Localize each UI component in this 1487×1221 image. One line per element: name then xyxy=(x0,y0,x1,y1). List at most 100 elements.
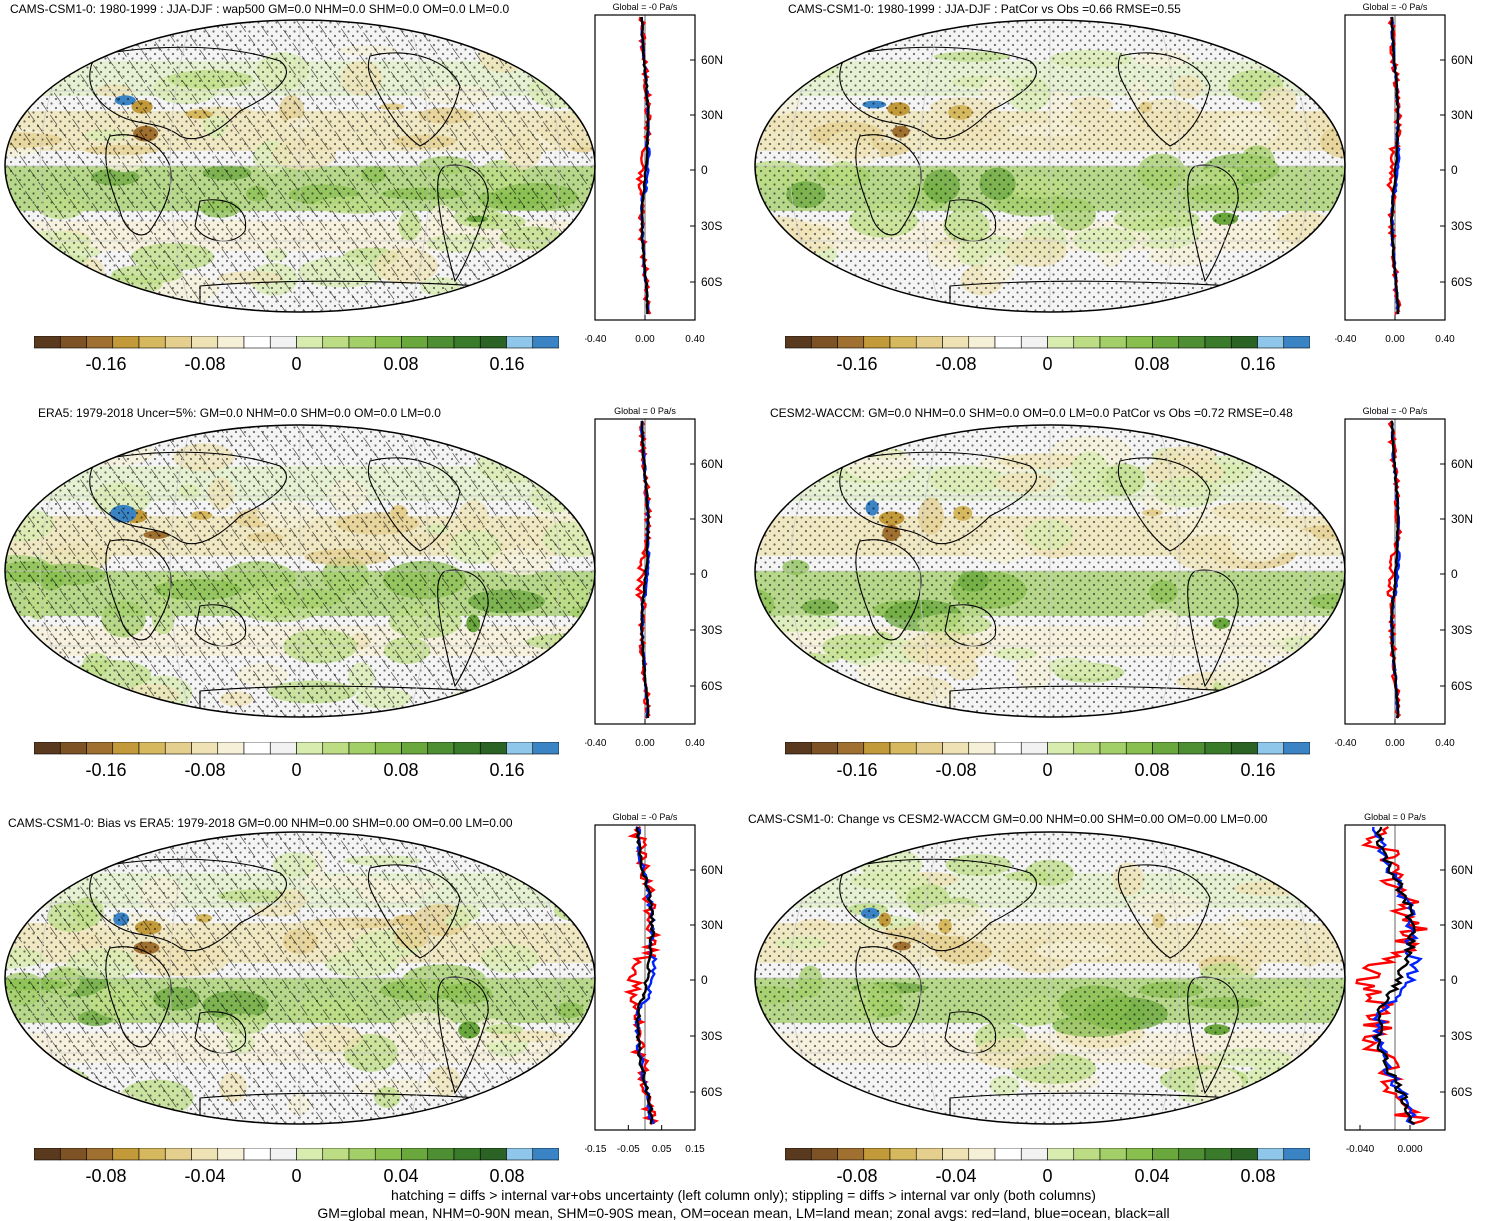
colorbar-tick-label: 0 xyxy=(291,1166,301,1186)
zonal-all-curve xyxy=(1390,16,1400,315)
zonal-ocean-curve xyxy=(1371,826,1423,1126)
zonal-all-curve xyxy=(640,420,650,719)
colorbar-swatch xyxy=(34,742,61,755)
colorbar-swatch xyxy=(1230,1148,1258,1161)
panel-title: CESM2-WACCM: GM=0.0 NHM=0.0 SHM=0.0 OM=0… xyxy=(770,406,1293,420)
zonal-global-label: Global = 0 Pa/s xyxy=(614,406,676,416)
colorbar-swatch xyxy=(863,1148,891,1161)
colorbar-swatch xyxy=(217,336,245,349)
colorbar-swatch xyxy=(296,742,324,755)
colorbar-swatch xyxy=(1230,336,1258,349)
panel-title: ERA5: 1979-2018 Uncer=5%: GM=0.0 NHM=0.0… xyxy=(38,406,441,420)
field-blob xyxy=(755,872,798,905)
colorbar-swatch xyxy=(1178,336,1206,349)
field-blob xyxy=(775,681,835,714)
zonal-xtick-label: -0.05 xyxy=(617,1144,640,1155)
colorbar-swatch xyxy=(34,336,61,349)
colorbar-swatch xyxy=(322,1148,350,1161)
zonal-ytick-label: 0 xyxy=(701,163,708,177)
colorbar-swatch xyxy=(348,742,376,755)
zonal-xtick-label: 0.00 xyxy=(635,334,655,345)
zonal-ytick-label: 60N xyxy=(1451,457,1473,471)
field-blob xyxy=(767,1066,822,1094)
colorbar-swatch xyxy=(863,742,891,755)
colorbar-swatch xyxy=(1099,1148,1127,1161)
colorbar-tick-label: 0.08 xyxy=(1134,760,1169,780)
colorbar-swatch xyxy=(1020,336,1048,349)
colorbar-swatch xyxy=(59,336,87,349)
map-field xyxy=(5,425,595,717)
colorbar-swatch xyxy=(1152,336,1180,349)
colorbar-swatch xyxy=(401,336,429,349)
colorbar-swatch xyxy=(810,336,838,349)
colorbar-swatch xyxy=(785,742,812,755)
colorbar-swatch xyxy=(401,1148,429,1161)
colorbar-swatch xyxy=(86,1148,114,1161)
zonal-land-curve xyxy=(1355,825,1431,1126)
colorbar-swatch xyxy=(374,336,402,349)
colorbar-swatch xyxy=(191,742,219,755)
zonal-xtick-label: -0.40 xyxy=(585,334,607,345)
field-blob xyxy=(56,671,77,695)
colorbar-swatch xyxy=(810,1148,838,1161)
colorbar-swatch xyxy=(1073,1148,1101,1161)
field-blob xyxy=(9,844,73,873)
colorbar-tick-label: -0.16 xyxy=(836,354,877,374)
colorbar-swatch xyxy=(1283,336,1310,349)
colorbar-swatch xyxy=(164,336,192,349)
zonal-xtick-label: 0.05 xyxy=(652,1144,672,1155)
zonal-mean-plot: Global = 0 Pa/s 60N 30N 0 30S 60S -0.040 0.000 xyxy=(1344,812,1473,1155)
colorbar-tick-label: -0.08 xyxy=(184,760,225,780)
colorbar-swatch xyxy=(164,742,192,755)
zonal-ytick-label: 0 xyxy=(1451,973,1458,987)
colorbar-swatch xyxy=(994,336,1022,349)
colorbar-tick-label: -0.16 xyxy=(85,354,126,374)
colorbar-swatch xyxy=(532,1148,559,1161)
colorbar-swatch xyxy=(1257,1148,1285,1161)
zonal-xtick-label: 0.40 xyxy=(685,738,705,749)
colorbar-swatch xyxy=(942,742,970,755)
colorbar-swatch xyxy=(1073,336,1101,349)
field-blob xyxy=(5,683,19,704)
field-blob xyxy=(5,225,31,254)
colorbar-swatch xyxy=(785,1148,812,1161)
zonal-ytick-label: 0 xyxy=(1451,567,1458,581)
zonal-xtick-label: -0.15 xyxy=(585,1144,607,1155)
colorbar-swatch xyxy=(1152,742,1180,755)
colorbar-swatch xyxy=(217,1148,245,1161)
zonal-all-curve xyxy=(1372,826,1417,1126)
colorbar-swatch xyxy=(532,336,559,349)
colorbar-swatch xyxy=(506,336,534,349)
colorbar-swatch xyxy=(112,742,140,755)
colorbar-swatch xyxy=(785,336,812,349)
colorbar-swatch xyxy=(453,336,481,349)
colorbar-swatch xyxy=(889,742,917,755)
colorbar-swatch xyxy=(1125,336,1153,349)
map-field xyxy=(5,832,595,1124)
colorbar-swatch xyxy=(243,1148,271,1161)
colorbar-swatch xyxy=(1125,742,1153,755)
colorbar-swatch xyxy=(994,742,1022,755)
colorbar-swatch xyxy=(269,336,297,349)
colorbar-swatch xyxy=(915,742,943,755)
colorbar-swatch xyxy=(1099,336,1127,349)
field-blob xyxy=(512,454,586,476)
colorbar-swatch xyxy=(322,742,350,755)
colorbar-swatch xyxy=(863,336,891,349)
colorbar-tick-label: -0.08 xyxy=(836,1166,877,1186)
colorbar: -0.08 -0.04 0 0.04 0.08 xyxy=(785,1148,1310,1186)
zonal-mean-plot: Global = -0 Pa/s 60N 30N 0 30S 60S -0.40 0.00 0.… xyxy=(585,2,723,345)
field-blob xyxy=(44,449,78,465)
field-blob xyxy=(46,844,83,875)
zonal-ytick-label: 60S xyxy=(1451,1085,1472,1099)
zonal-ytick-label: 60S xyxy=(701,275,722,289)
colorbar-swatch xyxy=(401,742,429,755)
colorbar-swatch xyxy=(453,742,481,755)
panel-title: CAMS-CSM1-0: Change vs CESM2-WACCM GM=0.… xyxy=(748,812,1268,826)
colorbar-swatch xyxy=(138,1148,166,1161)
colorbar-swatch xyxy=(34,1148,61,1161)
field-blob xyxy=(1238,852,1260,864)
zonal-ytick-label: 60N xyxy=(701,863,723,877)
colorbar: -0.16 -0.08 0 0.08 0.16 xyxy=(785,336,1310,374)
colorbar: -0.16 -0.08 0 0.08 0.16 xyxy=(785,742,1310,780)
